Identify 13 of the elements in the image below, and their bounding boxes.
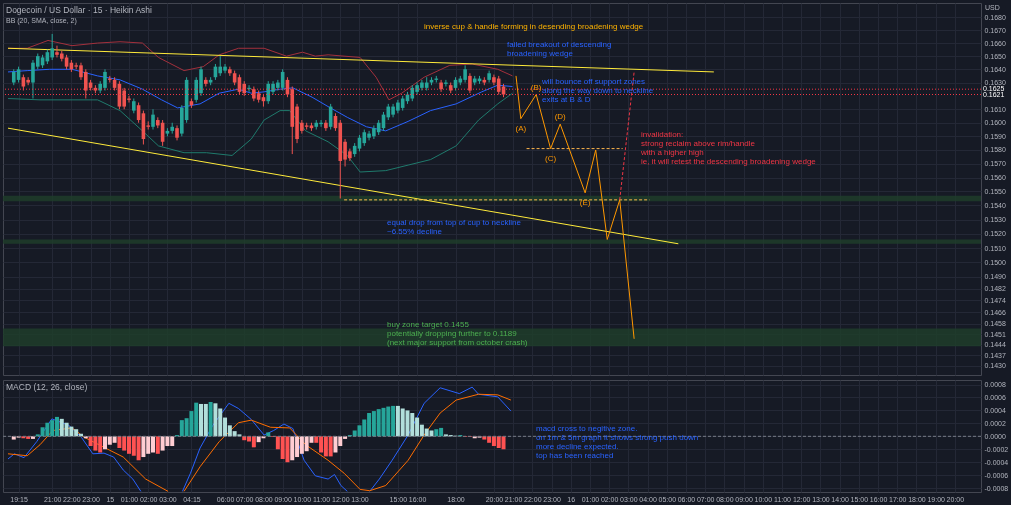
annotation: failed breakout of descending broadening wedge [507,40,612,58]
annotation: equal drop from top of cup to neckline ~6.55% decline [387,218,522,236]
annotation: (B) [530,82,542,92]
annotation: (E) [579,197,591,207]
annotation: invalidation: strong reclaim above rim/handle with a higher high ie, it will retest the descending broadening wedge [640,130,817,166]
chart-title: Dogecoin / US Dollar · 15 · Heikin Ashi [6,5,153,15]
annotation: (D) [554,112,567,122]
annotation: inverse cup & handle forming in desending broadening wedge [424,22,644,31]
annotation: buy zone target 0.1455 potentially dropping further to 0.1189 (next major support from october crash) [387,320,528,347]
annotation: (A) [515,123,527,133]
annotation: (C) [545,153,557,163]
annotation: macd cross to negitive zone. on 1m & 5m graph it shows strong push down more decline expected. top has been reached [536,424,699,460]
chart-title: MACD (12, 26, close) [6,382,88,392]
